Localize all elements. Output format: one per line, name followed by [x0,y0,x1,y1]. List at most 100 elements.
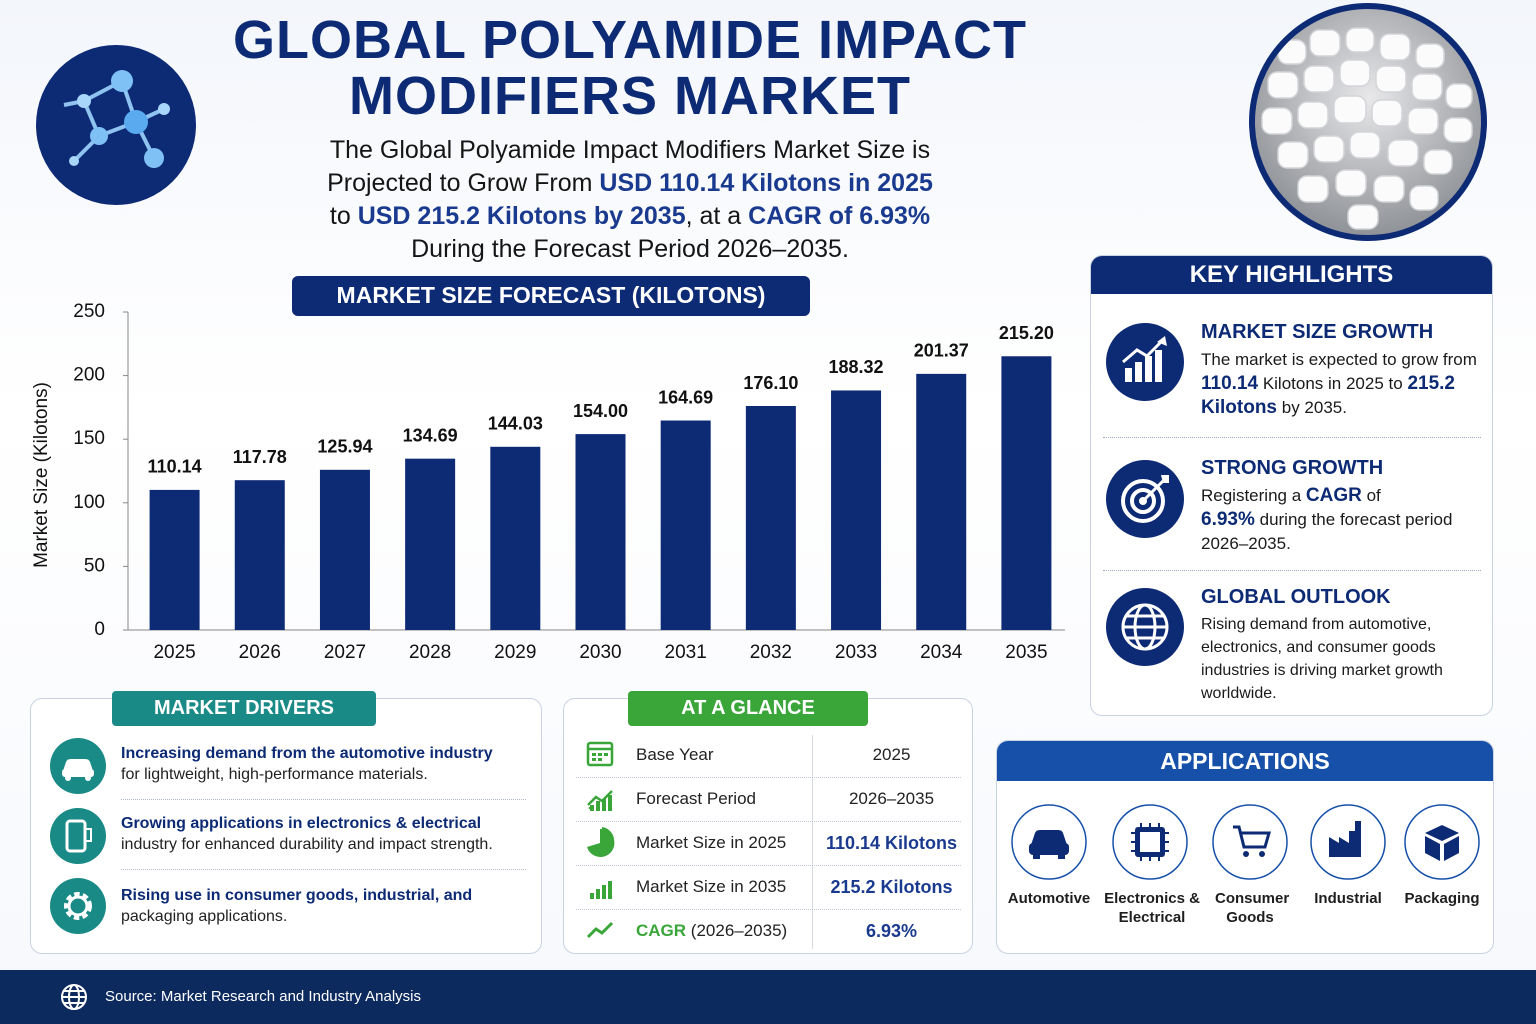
key-highlights-title: KEY HIGHLIGHTS [1091,256,1492,294]
subtitle-text: to [329,202,351,230]
highlight-text-part: by 2035. [1281,398,1347,417]
column-divider [812,735,813,949]
title: GLOBAL POLYAMIDE IMPACT MODIFIERS MARKET [232,10,1028,126]
glance-value: 2026–2035 [848,789,935,808]
driver-item: Growing applications in electronics & el… [121,813,541,855]
bar-chart: MARKET SIZE FORECAST (KILOTONS) Market S… [31,276,1065,663]
value-label: 154.00 [573,401,628,421]
y-axis-label: Market Size (Kilotons) [31,382,52,568]
y-tick-label: 250 [73,301,105,322]
glance-label-note: (2026–2035) [690,921,788,940]
value-label: 176.10 [743,373,798,393]
driver-item: Increasing demand from the automotive in… [121,743,541,785]
glance-label: Base Year [636,745,714,764]
y-tick-label: 200 [73,365,105,386]
at-a-glance-title: AT A GLANCE [628,691,868,726]
application-label: Industrial [1314,890,1382,907]
y-tick-label: 50 [84,555,105,576]
chart-title: MARKET SIZE FORECAST (KILOTONS) [337,282,766,308]
application-label: Consumer Goods [1215,890,1290,926]
molecule-icon [36,45,196,205]
x-tick-label: 2032 [750,642,792,663]
applications: APPLICATIONS Automotive Electronics & El… [996,740,1494,954]
separator [121,799,526,800]
separator [1103,570,1481,571]
highlight-text-part: Registering a [1201,486,1302,505]
highlight-emphasis: 6.93% [1201,509,1255,530]
value-label: 215.20 [999,323,1054,343]
driver-text: packaging applications. [121,908,288,925]
subtitle-text: Projected to Grow From [327,169,593,197]
target-icon [1106,460,1184,538]
bar [831,390,882,630]
x-tick-label: 2029 [494,642,536,663]
chart-title-bg [292,276,810,316]
bar [660,420,711,630]
bar [575,434,626,630]
y-tick-label: 150 [73,428,105,449]
highlight-text: The market is expected to grow from 110.… [1201,348,1486,420]
at-a-glance: AT A GLANCE Base Year 2025 Forecast Peri… [563,691,973,954]
value-label: 110.14 [148,457,202,477]
glance-value: 6.93% [865,921,918,941]
x-tick-label: 2025 [153,642,195,663]
subtitle-text: During the Forecast Period 2026–2035. [411,235,849,263]
y-tick-label: 0 [94,619,105,640]
source: Source: Market Research and Industry Ana… [105,988,421,1005]
device-icon [50,808,106,864]
application-label: Automotive [1007,890,1091,907]
highlight-heading: STRONG GROWTH [1201,457,1384,479]
highlight-item: MARKET SIZE GROWTH The market is expecte… [1201,320,1486,420]
highlight-text: Rising demand from automotive, electroni… [1201,616,1443,702]
glance-label: Market Size in 2025 [636,833,787,852]
value-label: 188.32 [829,357,884,377]
footer-globe-icon [61,984,87,1010]
separator [576,821,961,822]
application-label: Packaging [1404,890,1480,907]
highlight-heading: MARKET SIZE GROWTH [1201,321,1434,343]
highlight-heading: GLOBAL OUTLOOK [1201,586,1391,608]
highlight-text-part: Kilotons in 2025 to [1262,374,1403,393]
key-highlights: KEY HIGHLIGHTS MARKET SIZE GROWTH The ma… [1090,255,1493,716]
glance-label: Market Size in 2035 [636,877,787,896]
application-label: Electronics & Electrical [1104,890,1200,926]
value-label: 117.78 [233,447,287,467]
market-drivers-title: MARKET DRIVERS [112,691,376,726]
value-label: 134.69 [403,425,458,445]
driver-heading: Increasing demand from the automotive in… [121,745,493,762]
x-tick-label: 2035 [1005,642,1047,663]
value-label: 201.37 [914,341,969,361]
glance-value: 215.2 Kilotons [830,877,953,897]
driver-heading: Growing applications in electronics & el… [121,815,482,832]
driver-heading: Rising use in consumer goods, industrial… [121,887,473,904]
glance-value: 110.14 Kilotons [825,833,958,853]
pellets-image [1249,3,1487,241]
glance-icons [586,741,615,939]
application-icons [1011,804,1480,880]
highlight-emphasis: 110.14 [1201,373,1259,394]
highlight-text-part: of [1366,486,1381,505]
highlight-text-part: The market is expected to grow from [1201,350,1477,369]
separator [121,869,526,870]
highlight-emphasis: 215.2 Kilotons [1201,373,1455,418]
x-tick-label: 2030 [579,642,621,663]
value-label: 144.03 [488,414,543,434]
x-tick-label: 2034 [920,642,963,663]
x-tick-label: 2033 [835,642,877,663]
glance-label: Forecast Period [636,789,756,808]
glance-value: 2025 [872,745,911,764]
market-drivers: MARKET DRIVERS Increasing demand from th… [30,691,542,954]
bar [405,458,456,630]
bar [234,480,285,630]
subtitle-text: , at a [685,202,742,230]
highlight-text: Registering a CAGR of 6.93% during the fo… [1201,484,1486,556]
highlight-text-part: during the forecast period 2026–2035. [1201,510,1453,553]
separator [576,777,961,778]
footer: Source: Market Research and Industry Ana… [0,970,1536,1024]
bar [319,469,370,630]
bar [149,489,200,630]
x-tick-label: 2026 [239,642,281,663]
highlight-emphasis: CAGR [1305,485,1362,506]
subtitle-highlight: CAGR of 6.93% [748,202,931,230]
